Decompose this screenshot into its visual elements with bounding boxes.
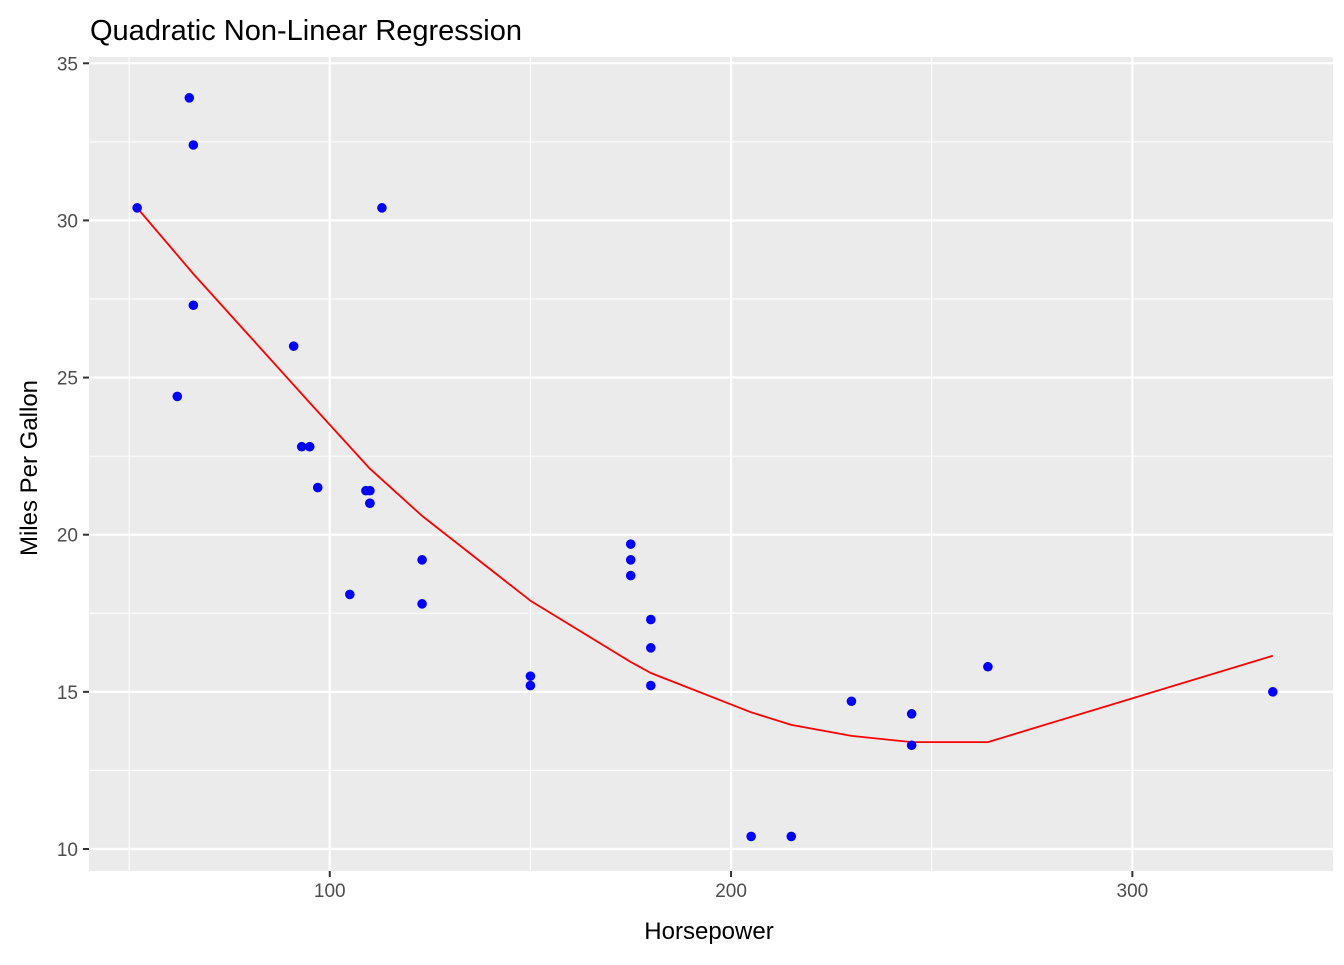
data-point [417,599,427,609]
data-point [288,341,299,351]
minor-gridlines [89,57,1333,871]
data-point [1268,687,1278,697]
data-point [906,740,917,751]
x-axis-tick-labels: 100 200 300 [314,881,1148,902]
data-point [786,831,797,842]
x-tick-label: 200 [715,881,747,902]
data-point [304,441,315,452]
data-point [846,696,857,707]
plot-panel [89,57,1333,871]
y-tick-label: 15 [57,683,78,704]
regression-line-series [136,207,1274,744]
data-point [188,140,199,150]
regression-line [136,207,1274,744]
data-point [646,643,656,653]
y-tick-label: 25 [57,369,78,390]
data-point [296,441,307,452]
scatter-points-series [132,93,1278,842]
x-axis-title: Horsepower [644,918,773,945]
data-point [312,482,323,493]
y-axis-tick-labels: 10 15 20 25 30 35 [57,54,78,861]
data-point [345,589,355,600]
data-point [906,709,917,719]
data-point [377,203,387,213]
major-gridlines [89,57,1333,871]
data-point [361,485,371,496]
chart-title: Quadratic Non-Linear Regression [90,15,522,47]
data-point [417,555,427,565]
x-tick-label: 300 [1117,881,1149,902]
data-point [746,831,756,842]
data-point [625,555,636,565]
y-axis-title: Miles Per Gallon [16,380,43,556]
y-tick-label: 10 [57,840,78,861]
data-point [132,203,142,213]
data-point [188,300,199,311]
data-point [983,661,993,672]
data-point [625,570,636,581]
data-point [625,539,636,549]
y-tick-label: 30 [57,211,78,232]
axis-ticks [83,62,1134,877]
data-point [525,671,536,681]
x-tick-label: 100 [314,881,346,902]
y-tick-label: 35 [57,54,78,75]
data-point [525,680,536,691]
data-point [646,614,656,625]
data-point [365,498,375,509]
data-point [184,93,195,103]
y-tick-label: 20 [57,526,78,547]
data-point [172,391,183,402]
data-point [646,680,656,691]
